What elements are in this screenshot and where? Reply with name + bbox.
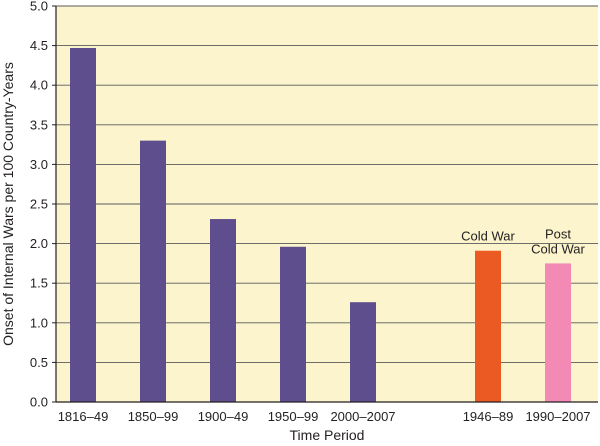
x-axis-ticks: 1816–49 1850–99 1900–49 1950–99 2000–2007 194… [58,409,591,424]
x-tick-label: 1950–99 [268,409,319,424]
bar [140,140,166,402]
y-tick-label: 3.5 [30,117,48,132]
bar [350,302,376,402]
bar-annotation: Post [545,226,571,241]
x-tick-label: 1900–49 [198,409,249,424]
bar [475,250,501,402]
x-tick-label: 1816–49 [58,409,109,424]
y-tick-label: 2.5 [30,197,48,212]
y-axis-ticks: 0.0 0.5 1.0 1.5 2.0 2.5 3.0 3.5 4.0 4.5 5.0 [30,0,56,410]
bar-annotation: Cold War [531,241,585,256]
y-axis-title: Onset of Internal Wars per 100 Country-Y… [0,62,16,346]
bar [70,47,96,402]
y-tick-label: 0.5 [30,355,48,370]
y-tick-label: 3.0 [30,157,48,172]
y-tick-label: 5.0 [30,0,48,14]
x-tick-label: 2000–2007 [330,409,395,424]
bar [210,219,236,402]
y-tick-label: 2.0 [30,236,48,251]
y-tick-label: 1.0 [30,315,48,330]
bar [545,263,571,402]
bar-annotation: Cold War [461,229,515,244]
x-tick-label: 1990–2007 [525,409,590,424]
x-tick-label: 1946–89 [463,409,514,424]
y-tick-label: 4.0 [30,78,48,93]
x-tick-label: 1850–99 [128,409,179,424]
bar [280,246,306,402]
x-axis-title: Time Period [290,427,365,443]
y-tick-label: 0.0 [30,395,48,410]
y-tick-label: 1.5 [30,276,48,291]
bars [70,47,571,402]
y-tick-label: 4.5 [30,38,48,53]
